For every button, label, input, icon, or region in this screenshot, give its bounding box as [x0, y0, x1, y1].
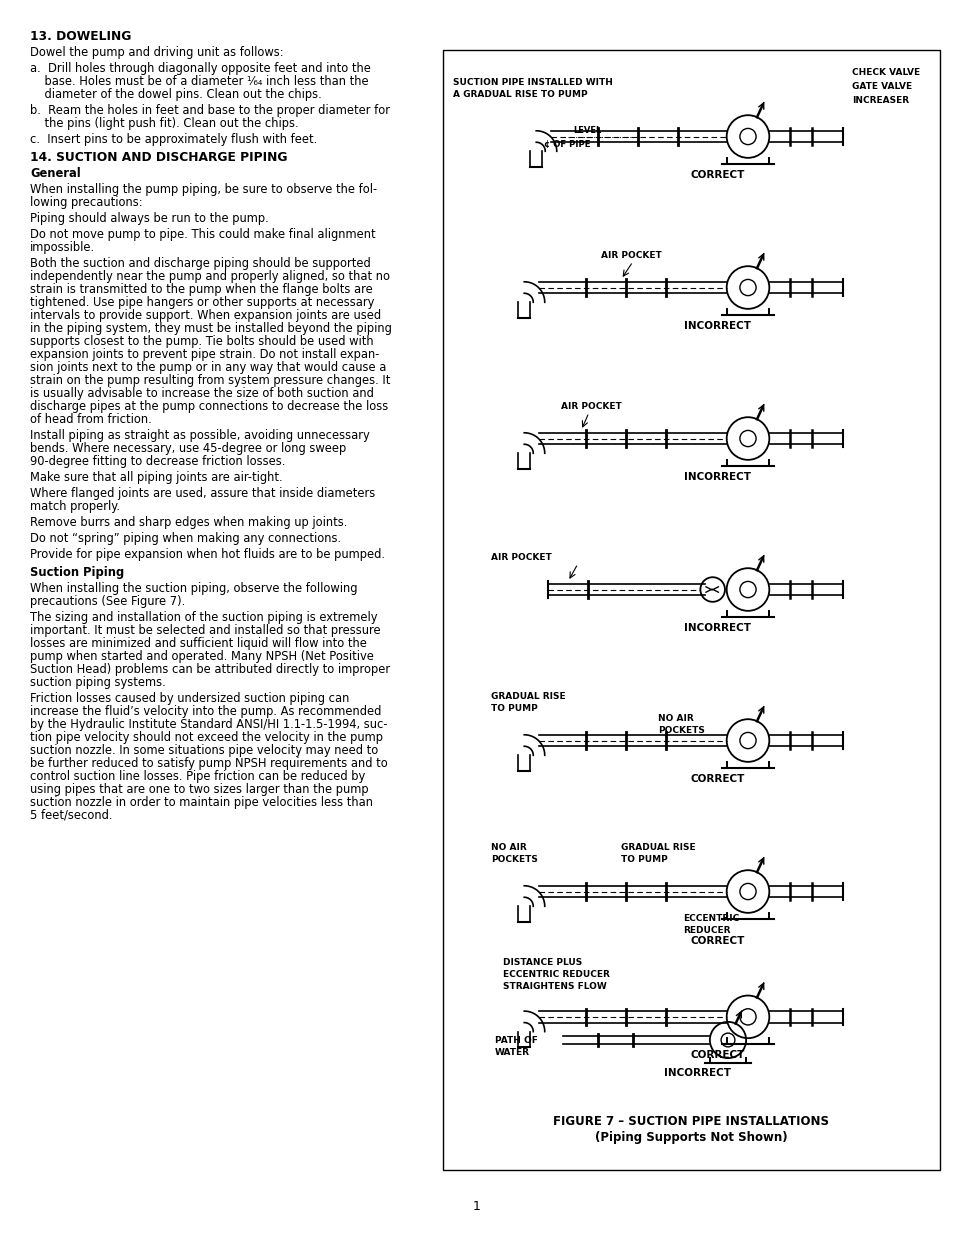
Text: in the piping system, they must be installed beyond the piping: in the piping system, they must be insta…	[30, 322, 392, 335]
Text: ECCENTRIC: ECCENTRIC	[682, 914, 739, 923]
Text: Do not move pump to pipe. This could make final alignment: Do not move pump to pipe. This could mak…	[30, 228, 375, 241]
Text: INCREASER: INCREASER	[851, 95, 908, 105]
Text: A GRADUAL RISE TO PUMP: A GRADUAL RISE TO PUMP	[453, 89, 587, 99]
Text: INCORRECT: INCORRECT	[664, 1068, 731, 1078]
Text: TO PUMP: TO PUMP	[491, 704, 537, 713]
Text: precautions (See Figure 7).: precautions (See Figure 7).	[30, 595, 185, 608]
Text: Make sure that all piping joints are air-tight.: Make sure that all piping joints are air…	[30, 471, 282, 484]
Text: discharge pipes at the pump connections to decrease the loss: discharge pipes at the pump connections …	[30, 400, 388, 412]
Text: suction piping systems.: suction piping systems.	[30, 676, 166, 689]
Text: PATH OF: PATH OF	[495, 1036, 537, 1045]
Bar	[442, 49, 939, 1170]
Text: Provide for pipe expansion when hot fluids are to be pumped.: Provide for pipe expansion when hot flui…	[30, 548, 385, 561]
Text: Remove burrs and sharp edges when making up joints.: Remove burrs and sharp edges when making…	[30, 516, 347, 529]
Text: 14. SUCTION AND DISCHARGE PIPING: 14. SUCTION AND DISCHARGE PIPING	[30, 151, 287, 164]
Text: 5 feet/second.: 5 feet/second.	[30, 809, 112, 823]
Text: sion joints next to the pump or in any way that would cause a: sion joints next to the pump or in any w…	[30, 361, 386, 374]
Text: diameter of the dowel pins. Clean out the chips.: diameter of the dowel pins. Clean out th…	[30, 88, 321, 101]
Text: INCORRECT: INCORRECT	[684, 321, 751, 331]
Text: tion pipe velocity should not exceed the velocity in the pump: tion pipe velocity should not exceed the…	[30, 731, 382, 743]
Text: When installing the pump piping, be sure to observe the fol-: When installing the pump piping, be sure…	[30, 183, 376, 196]
Text: AIR POCKET: AIR POCKET	[600, 251, 661, 259]
Text: CHECK VALVE: CHECK VALVE	[851, 68, 920, 77]
Text: be further reduced to satisfy pump NPSH requirements and to: be further reduced to satisfy pump NPSH …	[30, 757, 387, 769]
Text: Both the suction and discharge piping should be supported: Both the suction and discharge piping sh…	[30, 257, 371, 270]
Text: AIR POCKET: AIR POCKET	[560, 401, 621, 410]
Text: Piping should always be run to the pump.: Piping should always be run to the pump.	[30, 212, 269, 225]
Text: strain is transmitted to the pump when the flange bolts are: strain is transmitted to the pump when t…	[30, 283, 373, 296]
Text: lowing precautions:: lowing precautions:	[30, 196, 143, 209]
Text: Do not “spring” piping when making any connections.: Do not “spring” piping when making any c…	[30, 532, 341, 545]
Text: LEVEL: LEVEL	[573, 126, 600, 135]
Text: INCORRECT: INCORRECT	[684, 472, 751, 482]
Text: GRADUAL RISE: GRADUAL RISE	[620, 842, 695, 851]
Text: INCORRECT: INCORRECT	[684, 622, 751, 632]
Text: losses are minimized and sufficient liquid will flow into the: losses are minimized and sufficient liqu…	[30, 637, 367, 650]
Text: NO AIR: NO AIR	[491, 842, 526, 851]
Text: the pins (light push fit). Clean out the chips.: the pins (light push fit). Clean out the…	[30, 117, 298, 130]
Text: WATER: WATER	[495, 1049, 530, 1057]
Text: strain on the pump resulting from system pressure changes. It: strain on the pump resulting from system…	[30, 374, 390, 387]
Text: SUCTION PIPE INSTALLED WITH: SUCTION PIPE INSTALLED WITH	[453, 78, 612, 86]
Text: intervals to provide support. When expansion joints are used: intervals to provide support. When expan…	[30, 309, 381, 322]
Text: Friction losses caused by undersized suction piping can: Friction losses caused by undersized suc…	[30, 692, 349, 705]
Text: tightened. Use pipe hangers or other supports at necessary: tightened. Use pipe hangers or other sup…	[30, 296, 374, 309]
Text: by the Hydraulic Institute Standard ANSI/HI 1.1-1.5-1994, suc-: by the Hydraulic Institute Standard ANSI…	[30, 718, 387, 731]
Text: ECCENTRIC REDUCER: ECCENTRIC REDUCER	[502, 969, 609, 979]
Text: POCKETS: POCKETS	[491, 855, 537, 863]
Text: a.  Drill holes through diagonally opposite feet and into the: a. Drill holes through diagonally opposi…	[30, 62, 371, 75]
Text: General: General	[30, 167, 81, 180]
Text: CORRECT: CORRECT	[690, 1050, 744, 1060]
Text: Suction Head) problems can be attributed directly to improper: Suction Head) problems can be attributed…	[30, 663, 390, 676]
Text: of head from friction.: of head from friction.	[30, 412, 152, 426]
Text: Install piping as straight as possible, avoiding unnecessary: Install piping as straight as possible, …	[30, 429, 370, 442]
Text: Suction Piping: Suction Piping	[30, 566, 124, 579]
Text: bends. Where necessary, use 45-degree or long sweep: bends. Where necessary, use 45-degree or…	[30, 442, 346, 454]
Text: expansion joints to prevent pipe strain. Do not install expan-: expansion joints to prevent pipe strain.…	[30, 348, 379, 361]
Text: DISTANCE PLUS: DISTANCE PLUS	[502, 958, 581, 967]
Text: independently near the pump and properly aligned, so that no: independently near the pump and properly…	[30, 270, 390, 283]
Text: CORRECT: CORRECT	[690, 936, 744, 946]
Text: CORRECT: CORRECT	[690, 774, 744, 784]
Text: CORRECT: CORRECT	[690, 170, 744, 180]
Text: using pipes that are one to two sizes larger than the pump: using pipes that are one to two sizes la…	[30, 783, 368, 797]
Text: c.  Insert pins to be approximately flush with feet.: c. Insert pins to be approximately flush…	[30, 133, 317, 146]
Text: NO AIR: NO AIR	[658, 714, 693, 722]
Text: base. Holes must be of a diameter ¹⁄₆₄ inch less than the: base. Holes must be of a diameter ¹⁄₆₄ i…	[30, 75, 368, 88]
Text: GATE VALVE: GATE VALVE	[851, 82, 911, 90]
Text: control suction line losses. Pipe friction can be reduced by: control suction line losses. Pipe fricti…	[30, 769, 365, 783]
Text: supports closest to the pump. Tie bolts should be used with: supports closest to the pump. Tie bolts …	[30, 335, 374, 348]
Text: 13. DOWELING: 13. DOWELING	[30, 30, 132, 43]
Text: b.  Ream the holes in feet and base to the proper diameter for: b. Ream the holes in feet and base to th…	[30, 104, 390, 117]
Text: important. It must be selected and installed so that pressure: important. It must be selected and insta…	[30, 624, 380, 637]
Text: increase the fluid’s velocity into the pump. As recommended: increase the fluid’s velocity into the p…	[30, 705, 381, 718]
Text: The sizing and installation of the suction piping is extremely: The sizing and installation of the sucti…	[30, 611, 377, 624]
Text: AIR POCKET: AIR POCKET	[491, 552, 551, 562]
Text: Where flanged joints are used, assure that inside diameters: Where flanged joints are used, assure th…	[30, 487, 375, 500]
Text: 90-degree fitting to decrease friction losses.: 90-degree fitting to decrease friction l…	[30, 454, 285, 468]
Text: impossible.: impossible.	[30, 241, 95, 254]
Text: ¢ OF PIPE: ¢ OF PIPE	[543, 140, 590, 149]
Text: FIGURE 7 – SUCTION PIPE INSTALLATIONS: FIGURE 7 – SUCTION PIPE INSTALLATIONS	[553, 1115, 828, 1128]
Text: is usually advisable to increase the size of both suction and: is usually advisable to increase the siz…	[30, 387, 374, 400]
Text: suction nozzle in order to maintain pipe velocities less than: suction nozzle in order to maintain pipe…	[30, 797, 373, 809]
Text: pump when started and operated. Many NPSH (Net Positive: pump when started and operated. Many NPS…	[30, 650, 374, 663]
Text: match properly.: match properly.	[30, 500, 120, 513]
Text: Dowel the pump and driving unit as follows:: Dowel the pump and driving unit as follo…	[30, 46, 283, 59]
Text: TO PUMP: TO PUMP	[620, 855, 667, 863]
Text: STRAIGHTENS FLOW: STRAIGHTENS FLOW	[502, 982, 606, 990]
Text: When installing the suction piping, observe the following: When installing the suction piping, obse…	[30, 582, 357, 595]
Text: (Piping Supports Not Shown): (Piping Supports Not Shown)	[595, 1131, 787, 1144]
Text: REDUCER: REDUCER	[682, 926, 730, 935]
Text: POCKETS: POCKETS	[658, 725, 704, 735]
Text: GRADUAL RISE: GRADUAL RISE	[491, 692, 565, 700]
Text: suction nozzle. In some situations pipe velocity may need to: suction nozzle. In some situations pipe …	[30, 743, 377, 757]
Text: 1: 1	[473, 1200, 480, 1213]
